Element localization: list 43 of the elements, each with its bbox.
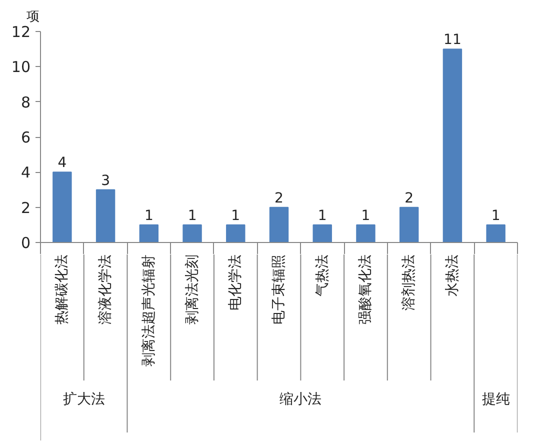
bar: [356, 224, 376, 242]
x-tick-label: 溶剂热法: [401, 254, 418, 310]
x-tick-label: 热解碳化法: [54, 254, 70, 324]
bar: [96, 189, 116, 242]
x-tick-label: 电子束辐照: [271, 254, 287, 324]
data-label: 4: [58, 155, 67, 172]
bar: [399, 206, 419, 242]
x-tick-label: 水热法: [444, 254, 460, 296]
text: 提纯: [482, 392, 510, 408]
y-tick-label: 2: [20, 198, 31, 217]
bar: [52, 172, 72, 242]
data-label: 1: [188, 208, 197, 224]
data-label: 11: [444, 32, 462, 48]
x-tick-label: 气热法: [314, 254, 330, 296]
bar: [269, 206, 289, 242]
bar: [486, 224, 506, 242]
y-tick-label: 8: [20, 93, 31, 112]
data-label: 1: [231, 208, 240, 224]
x-tick-label: 溶液化学法: [98, 254, 114, 324]
bar: [182, 224, 202, 242]
text: 缩小法: [280, 392, 322, 408]
data-label: 2: [404, 190, 414, 206]
x-tick-label: 剥离法光刻: [184, 254, 200, 324]
x-tick-label: 强酸氧化法: [358, 254, 374, 324]
data-label: 1: [318, 208, 327, 224]
data-label: 1: [144, 208, 154, 224]
y-tick-label: 6: [20, 128, 31, 146]
y-tick-label: 0: [20, 234, 31, 252]
text: 扩大法: [62, 392, 105, 408]
y-tick-label: 10: [11, 58, 31, 76]
x-tick-label: 电化学法: [228, 254, 244, 310]
data-label: 2: [274, 190, 284, 206]
bar: [226, 224, 246, 242]
bar: [442, 48, 462, 242]
y-tick-label: 12: [11, 23, 31, 41]
x-tick-label: 剥离法超声光辐射: [140, 254, 157, 366]
bar: [312, 224, 332, 242]
data-label: 3: [101, 172, 110, 189]
data-label: 1: [361, 208, 370, 224]
y-axis-title: 项: [26, 10, 40, 24]
bar: [139, 224, 159, 242]
y-tick-label: 4: [20, 164, 31, 182]
data-label: 1: [491, 208, 500, 224]
